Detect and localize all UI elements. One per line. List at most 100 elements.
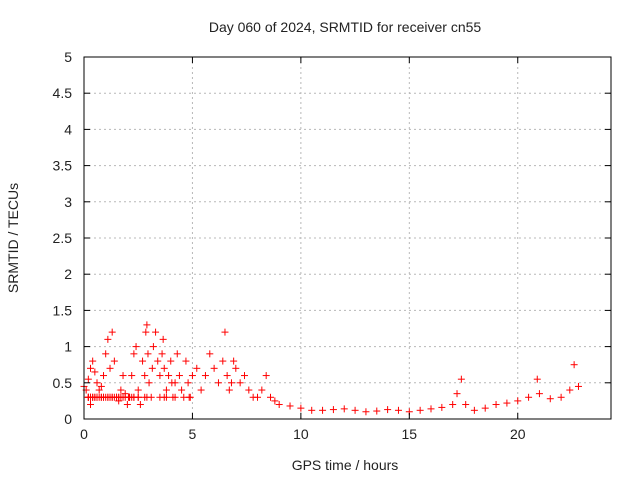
data-point [416, 406, 424, 414]
data-point [87, 364, 95, 372]
x-tick-label: 10 [293, 426, 309, 442]
data-point [89, 357, 97, 365]
y-tick-label: 0 [64, 411, 72, 427]
data-point [384, 406, 392, 414]
data-point [297, 404, 305, 412]
data-point [185, 393, 193, 401]
data-point [91, 368, 99, 376]
data-point [144, 350, 152, 358]
data-point [132, 343, 140, 351]
y-tick-label: 2.5 [53, 230, 73, 246]
x-tick-label: 20 [510, 426, 526, 442]
data-point [308, 406, 316, 414]
data-point [158, 350, 166, 358]
data-point [154, 357, 162, 365]
data-point [108, 328, 116, 336]
data-point [123, 401, 131, 409]
data-point [557, 393, 565, 401]
data-point [236, 379, 244, 387]
y-axis-label: SRMTID / TECUs [5, 183, 21, 293]
y-tick-label: 3 [64, 194, 72, 210]
data-point [160, 364, 168, 372]
data-point [362, 408, 370, 416]
data-point [188, 372, 196, 380]
data-point [210, 364, 218, 372]
data-point [156, 393, 164, 401]
data-point [95, 386, 103, 394]
data-point [119, 372, 127, 380]
x-tick-label: 15 [402, 426, 418, 442]
grid-lines [84, 57, 611, 419]
data-point [136, 401, 144, 409]
data-point [438, 403, 446, 411]
data-point [492, 401, 500, 409]
x-tick-label: 0 [80, 426, 88, 442]
data-point [240, 372, 248, 380]
data-point [178, 386, 186, 394]
data-point [106, 364, 114, 372]
data-point [156, 372, 164, 380]
y-axis-ticks: 0 0.5 1 1.5 2 2.5 3 3.5 4 4.5 5 [53, 49, 611, 427]
data-point [97, 382, 105, 390]
y-tick-label: 1.5 [53, 302, 73, 318]
data-point [535, 390, 543, 398]
data-point [143, 393, 151, 401]
data-point [329, 406, 337, 414]
data-points [80, 321, 582, 416]
data-point [570, 361, 578, 369]
data-point [165, 372, 173, 380]
data-point [117, 386, 125, 394]
y-tick-label: 2 [64, 266, 72, 282]
data-point [427, 405, 435, 413]
x-axis-ticks: 0 5 10 15 20 [80, 57, 526, 442]
x-tick-label: 5 [189, 426, 197, 442]
data-point [139, 357, 147, 365]
data-point [546, 395, 554, 403]
data-point [206, 350, 214, 358]
data-point [319, 406, 327, 414]
data-point [159, 335, 167, 343]
data-point [87, 401, 95, 409]
plot-frame [83, 56, 612, 420]
data-point [100, 372, 108, 380]
data-point [286, 402, 294, 410]
data-point [232, 364, 240, 372]
data-point [214, 379, 222, 387]
data-point [219, 357, 227, 365]
data-point [351, 406, 359, 414]
data-point [230, 357, 238, 365]
data-point [182, 357, 190, 365]
y-tick-label: 4 [64, 121, 72, 137]
data-point [128, 372, 136, 380]
data-point [184, 379, 192, 387]
data-point [394, 406, 402, 414]
y-tick-label: 0.5 [53, 375, 73, 391]
data-point [113, 393, 121, 401]
data-point [142, 328, 150, 336]
data-point [134, 386, 142, 394]
data-point [148, 364, 156, 372]
x-axis-label: GPS time / hours [292, 457, 399, 473]
data-point [340, 405, 348, 413]
data-point [373, 407, 381, 415]
data-point [193, 364, 201, 372]
chart-title: Day 060 of 2024, SRMTID for receiver cn5… [209, 19, 482, 35]
data-point [225, 386, 233, 394]
data-point [171, 393, 179, 401]
data-point [223, 372, 231, 380]
data-point [262, 372, 270, 380]
data-point [525, 393, 533, 401]
data-point [533, 375, 541, 383]
data-point [462, 401, 470, 409]
data-point [87, 393, 95, 401]
y-tick-label: 1 [64, 339, 72, 355]
data-point [514, 397, 522, 405]
data-point [574, 382, 582, 390]
y-tick-label: 5 [64, 49, 72, 65]
data-point [470, 406, 478, 414]
data-point [258, 386, 266, 394]
data-point [173, 350, 181, 358]
data-point [84, 375, 92, 383]
data-point [167, 357, 175, 365]
data-point [275, 401, 283, 409]
